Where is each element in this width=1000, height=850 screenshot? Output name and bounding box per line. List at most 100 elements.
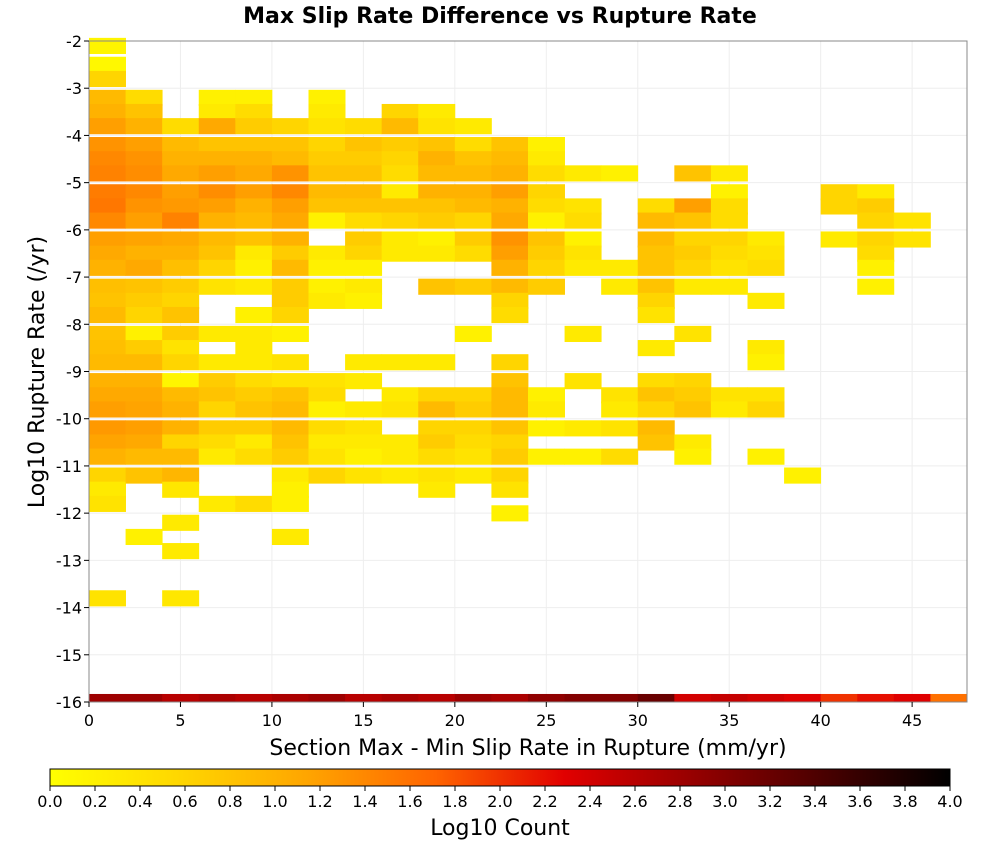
- heatmap-cell: [125, 198, 163, 215]
- heatmap-cell: [454, 387, 492, 404]
- strip-cell: [747, 693, 785, 702]
- y-tick-label: -4: [66, 126, 82, 145]
- heatmap-cell: [271, 481, 309, 498]
- strip-cell: [674, 693, 712, 702]
- heatmap-cell: [162, 467, 200, 484]
- heatmap-cell: [637, 212, 675, 229]
- colorbar-tick-label: 0.2: [82, 792, 107, 811]
- heatmap-cell: [162, 434, 200, 451]
- heatmap-cell: [89, 56, 126, 73]
- heatmap-cell: [235, 103, 273, 121]
- heatmap-cell: [528, 278, 565, 295]
- x-tick-label: 15: [353, 711, 373, 730]
- heatmap-cell: [491, 184, 529, 201]
- heatmap-cell: [528, 212, 565, 229]
- heatmap-cell: [308, 184, 346, 201]
- heatmap-cell: [491, 292, 529, 309]
- heatmap-cell: [674, 212, 712, 229]
- heatmap-cell: [345, 165, 383, 182]
- x-axis-label: Section Max - Min Slip Rate in Rupture (…: [269, 736, 786, 761]
- heatmap-cell: [418, 278, 456, 295]
- heatmap-cell: [418, 118, 456, 135]
- colorbar-tick-label: 2.2: [532, 792, 557, 811]
- strip-cell: [162, 693, 200, 702]
- heatmap-cell: [162, 340, 200, 357]
- heatmap-cell: [710, 165, 748, 182]
- heatmap-cell: [271, 184, 309, 201]
- heatmap-cell: [308, 151, 346, 168]
- heatmap-cell: [345, 420, 383, 437]
- heatmap-cell: [345, 151, 383, 168]
- heatmap-cell: [89, 198, 126, 215]
- heatmap-cell: [491, 354, 529, 371]
- heatmap-cell: [235, 373, 273, 390]
- y-tick-label: -15: [56, 646, 82, 665]
- heatmap-cell: [710, 231, 748, 248]
- heatmap-cell: [345, 118, 383, 135]
- heatmap-cell: [235, 198, 273, 215]
- x-tick-label: 0: [84, 711, 94, 730]
- heatmap-cell: [125, 306, 163, 324]
- heatmap-cell: [710, 212, 748, 229]
- heatmap-cell: [381, 118, 419, 135]
- heatmap-cell: [271, 420, 309, 437]
- heatmap-cell: [381, 401, 419, 418]
- y-tick-label: -10: [56, 410, 82, 429]
- colorbar-tick-label: 1.4: [352, 792, 377, 811]
- heatmap-cell: [125, 448, 163, 465]
- heatmap-cell: [89, 387, 126, 404]
- heatmap-cell: [125, 151, 163, 168]
- heatmap-cell: [235, 184, 273, 201]
- heatmap-cell: [381, 137, 419, 154]
- heatmap-cell: [162, 278, 200, 295]
- heatmap-cell: [271, 306, 309, 324]
- heatmap-cell: [345, 434, 383, 451]
- heatmap-cell: [198, 198, 236, 215]
- heatmap-cell: [601, 259, 639, 276]
- heatmap-cell: [125, 387, 163, 404]
- colorbar-tick-label: 2.4: [577, 792, 602, 811]
- heatmap-cell: [381, 448, 419, 465]
- heatmap-cell: [89, 37, 126, 54]
- heatmap-cell: [528, 151, 565, 168]
- heatmap-cell: [418, 151, 456, 168]
- heatmap-cell: [125, 137, 163, 154]
- colorbar-tick-label: 3.6: [847, 792, 872, 811]
- y-tick-label: -7: [66, 268, 82, 287]
- heatmap-cell: [674, 401, 712, 418]
- heatmap-cell: [125, 373, 163, 390]
- heatmap-cell: [198, 118, 236, 135]
- heatmap-cell: [564, 448, 602, 465]
- heatmap-cell: [710, 259, 748, 276]
- strip-cell: [125, 693, 163, 702]
- colorbar-tick-label: 1.8: [442, 792, 467, 811]
- heatmap-cell: [271, 259, 309, 276]
- heatmap-cell: [235, 401, 273, 418]
- heatmap-cell: [89, 401, 126, 418]
- heatmap-cell: [198, 103, 236, 121]
- colorbar-tick-label: 2.8: [667, 792, 692, 811]
- y-tick-label: -6: [66, 221, 82, 240]
- heatmap-cell: [820, 231, 858, 248]
- heatmap-cell: [89, 292, 126, 309]
- heatmap-cell: [345, 448, 383, 465]
- heatmap-cell: [235, 151, 273, 168]
- heatmap-cell: [235, 118, 273, 135]
- x-tick-label: 20: [445, 711, 465, 730]
- heatmap-cell: [271, 292, 309, 309]
- heatmap-cell: [89, 420, 126, 437]
- heatmap-cell: [601, 165, 639, 182]
- y-tick-label: -16: [56, 693, 82, 712]
- heatmap-cell: [820, 198, 858, 215]
- heatmap-cell: [418, 103, 456, 121]
- heatmap-cell: [271, 212, 309, 229]
- heatmap-cell: [89, 354, 126, 371]
- heatmap-cell: [674, 198, 712, 215]
- heatmap-cell: [345, 401, 383, 418]
- heatmap-cell: [454, 165, 492, 182]
- heatmap-cell: [162, 184, 200, 201]
- heatmap-cell: [345, 467, 383, 484]
- heatmap-cell: [491, 165, 529, 182]
- heatmap-cell: [271, 325, 309, 342]
